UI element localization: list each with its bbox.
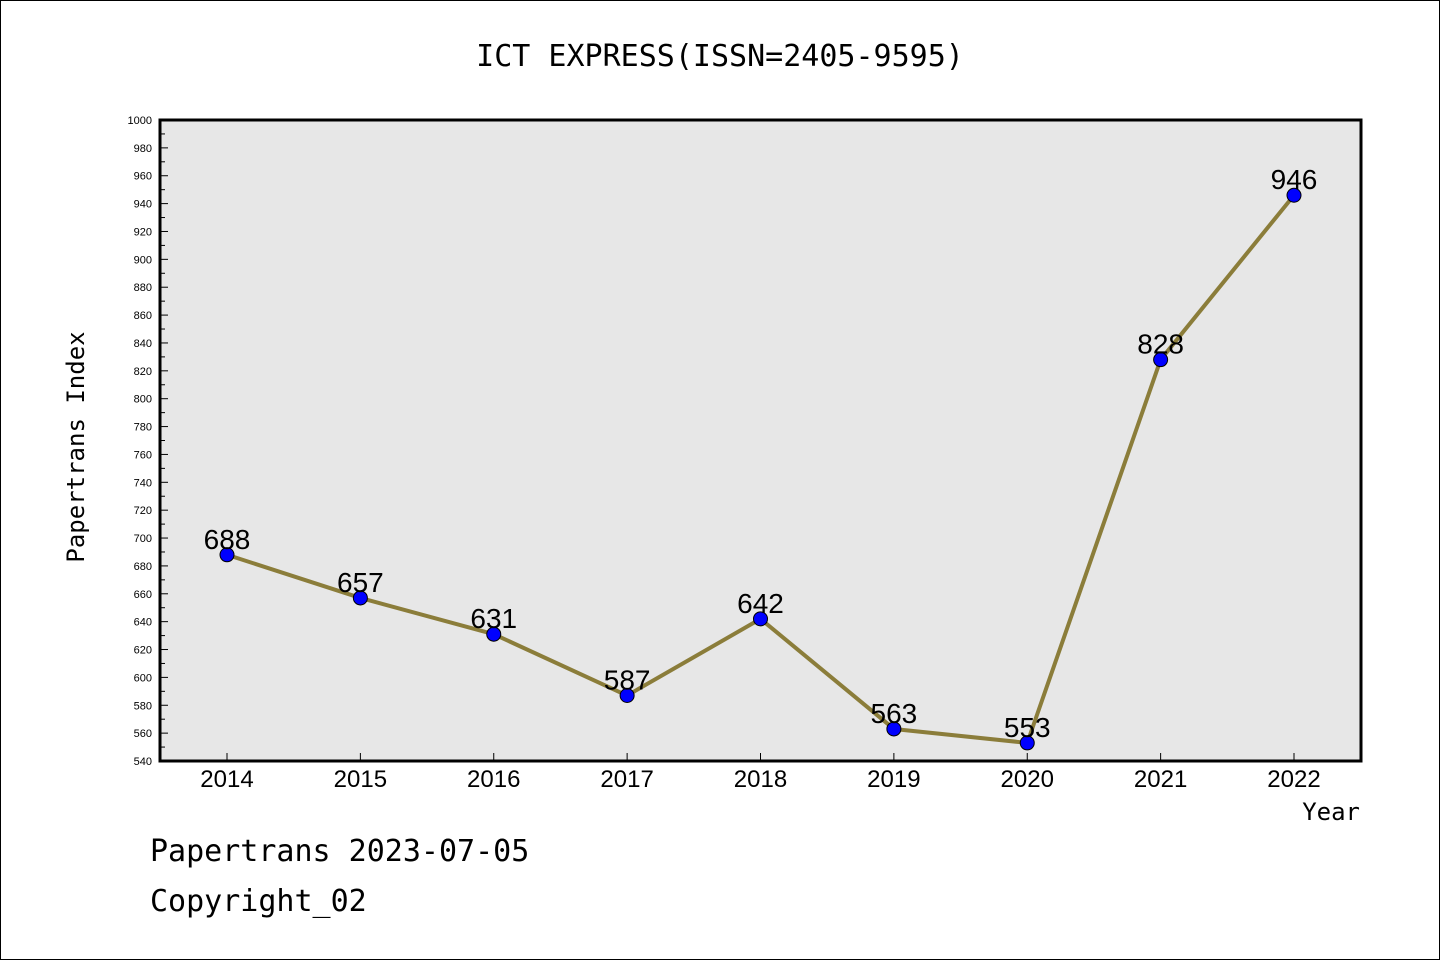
data-point-marker: [1286, 187, 1302, 203]
data-point-marker: [486, 626, 502, 642]
x-tick-label: 2016: [467, 766, 520, 793]
data-point-marker: [1019, 735, 1035, 751]
data-value-label: 642: [737, 588, 784, 619]
x-tick-label: 2022: [1267, 766, 1320, 793]
data-point-marker: [352, 590, 368, 606]
y-tick-label: 800: [134, 394, 152, 406]
y-tick-label: 840: [134, 338, 152, 350]
x-tick-label: 2018: [734, 766, 787, 793]
y-tick-label: 660: [134, 589, 152, 601]
y-tick-label: 1000: [128, 115, 152, 127]
data-value-label: 563: [871, 698, 918, 729]
data-point-marker: [753, 611, 768, 627]
y-tick-label: 680: [134, 561, 152, 573]
y-tick-label: 740: [134, 477, 152, 489]
data-point-marker: [619, 688, 635, 704]
y-tick-label: 760: [134, 449, 152, 461]
data-point-marker: [1153, 352, 1169, 368]
y-tick-label: 780: [134, 422, 152, 434]
y-tick-label: 600: [134, 672, 152, 684]
y-tick-label: 860: [134, 310, 152, 322]
data-value-label: 828: [1137, 329, 1184, 360]
y-tick-label: 720: [134, 505, 152, 517]
x-tick-label: 2015: [334, 766, 387, 793]
y-tick-label: 940: [134, 199, 152, 211]
y-tick-label: 920: [134, 226, 152, 238]
y-tick-label: 900: [134, 254, 152, 266]
y-tick-label: 960: [134, 171, 152, 183]
y-axis: 540 560 580 600 620 640 660 680 700 720 740 760 780 8…: [128, 115, 168, 768]
data-value-label: 631: [470, 603, 517, 634]
data-labels: 688 657 631 587 642 563 553 828 946: [204, 164, 1318, 743]
data-value-label: 946: [1271, 164, 1318, 195]
x-axis-title: Year: [1302, 798, 1360, 826]
x-axis: 2014 2015 2016 2017 2018 2019 2020 2021 2022: [200, 753, 1321, 793]
data-value-label: 587: [604, 665, 651, 696]
y-tick-label: 620: [134, 645, 152, 657]
y-tick-label: 980: [134, 143, 152, 155]
x-tick-label: 2020: [1001, 766, 1054, 793]
data-point-marker: [219, 547, 235, 563]
y-tick-label: 640: [134, 617, 152, 629]
x-tick-label: 2021: [1134, 766, 1187, 793]
plot-area: [158, 118, 1363, 763]
data-point-marker: [886, 721, 902, 737]
x-tick-label: 2017: [600, 766, 653, 793]
x-tick-label: 2014: [200, 766, 253, 793]
data-value-label: 688: [204, 524, 251, 555]
data-markers: [219, 187, 1302, 751]
data-value-label: 657: [337, 567, 384, 598]
footer-copyright-text: Copyright_02: [150, 884, 367, 919]
y-tick-label: 560: [134, 728, 152, 740]
y-tick-label: 580: [134, 700, 152, 712]
x-tick-label: 2019: [867, 766, 920, 793]
y-tick-label: 700: [134, 533, 152, 545]
data-value-label: 553: [1004, 712, 1051, 743]
y-tick-label: 820: [134, 366, 152, 378]
footer-date-text: Papertrans 2023-07-05: [150, 834, 530, 869]
y-axis-title: Papertrans Index: [62, 331, 90, 562]
y-tick-label: 880: [134, 282, 152, 294]
y-tick-label: 540: [134, 756, 152, 768]
chart-title: ICT EXPRESS(ISSN=2405-9595): [476, 39, 964, 74]
